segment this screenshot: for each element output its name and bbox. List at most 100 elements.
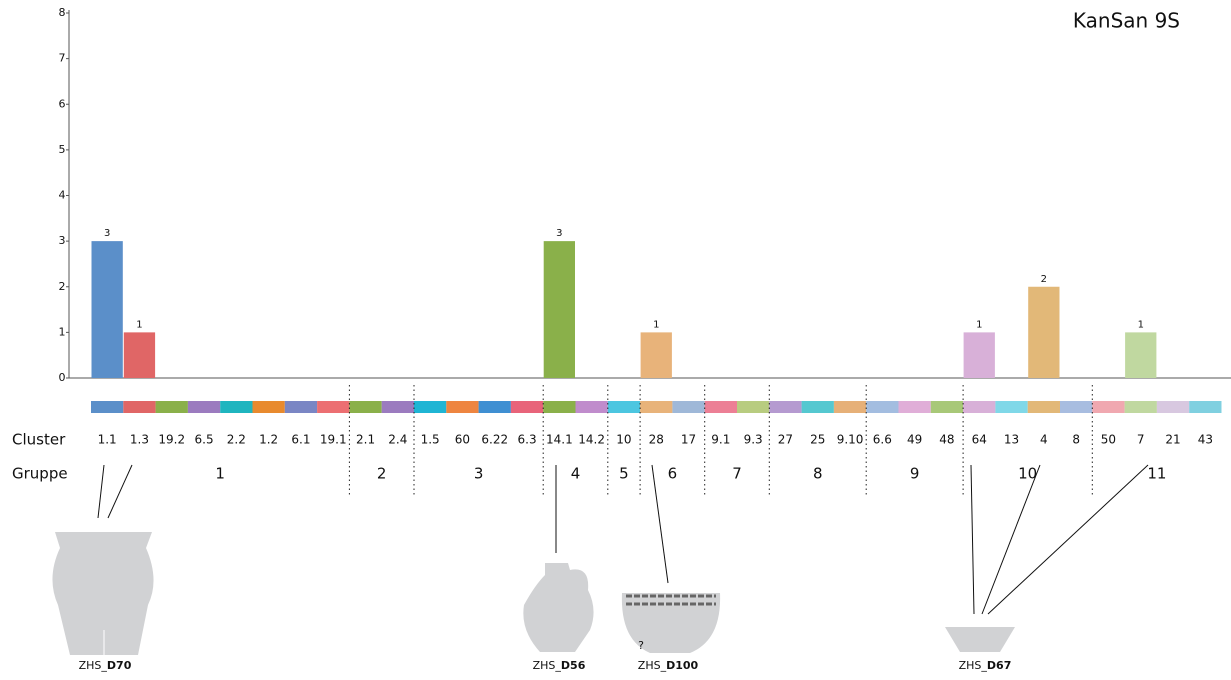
x-tick-label: 21 [1165, 433, 1180, 447]
chart-title: KanSan 9S [1073, 9, 1180, 33]
group-label: 4 [571, 465, 581, 483]
value-label: 3 [556, 228, 562, 239]
color-strip [704, 401, 737, 413]
x-tick-label: 49 [907, 433, 922, 447]
color-strip [672, 401, 705, 413]
color-strip [737, 401, 770, 413]
group-label: 11 [1147, 465, 1166, 483]
x-tick-label: 19.2 [158, 433, 185, 447]
vessel-label: ZHS_D56 [533, 659, 586, 672]
color-strip [640, 401, 673, 413]
group-label: 8 [813, 465, 823, 483]
value-label: 1 [976, 319, 982, 330]
x-tick-label: 6.1 [291, 433, 310, 447]
color-strip [769, 401, 802, 413]
vessel-note: ? [638, 639, 644, 652]
color-strip [220, 401, 253, 413]
bar [91, 241, 123, 378]
connector [97, 464, 105, 519]
color-strip [510, 401, 544, 413]
color-strip [1092, 401, 1125, 413]
color-strip [123, 401, 156, 413]
color-strip [995, 401, 1028, 413]
bar [1125, 332, 1157, 378]
color-strip [607, 401, 641, 413]
vessel-prefix: ZHS_ [533, 659, 562, 672]
vessel-prefix: ZHS_ [638, 659, 667, 672]
vessel-code: D67 [987, 659, 1011, 672]
x-tick-label: 2.2 [227, 433, 246, 447]
vessel-prefix: ZHS_ [959, 659, 988, 672]
x-tick-label: 9.10 [837, 433, 864, 447]
group-label: 10 [1018, 465, 1037, 483]
connector [981, 464, 1041, 615]
row-label: Gruppe [12, 465, 68, 483]
x-tick-label: 6.5 [195, 433, 214, 447]
color-strip [446, 401, 479, 413]
vessel [945, 627, 1015, 652]
x-tick-label: 6.22 [481, 433, 508, 447]
group-label: 9 [910, 465, 920, 483]
vessel [523, 563, 594, 652]
connector [970, 464, 975, 615]
group-label: 5 [619, 465, 629, 483]
x-tick-label: 2.1 [356, 433, 375, 447]
x-tick-label: 48 [939, 433, 954, 447]
group-label: 1 [215, 465, 225, 483]
vessel-code: D100 [666, 659, 698, 672]
x-tick-label: 13 [1004, 433, 1019, 447]
y-tick-label: 2 [59, 280, 66, 293]
x-tick-label: 25 [810, 433, 825, 447]
color-strip [866, 401, 899, 413]
color-strip [349, 401, 382, 413]
x-tick-label: 14.1 [546, 433, 573, 447]
x-tick-label: 17 [681, 433, 696, 447]
x-tick-label: 6.3 [518, 433, 537, 447]
color-strip [284, 401, 318, 413]
y-tick-label: 8 [59, 6, 66, 19]
connector [651, 464, 669, 584]
x-tick-label: 19.1 [320, 433, 347, 447]
x-tick-label: 1.2 [259, 433, 278, 447]
color-strip [478, 401, 511, 413]
y-tick-label: 5 [59, 143, 66, 156]
color-strip [1156, 401, 1190, 413]
color-strip [187, 401, 221, 413]
color-strip [414, 401, 447, 413]
group-label: 7 [732, 465, 742, 483]
color-strip [963, 401, 996, 413]
vessel-label: ZHS_D67 [959, 659, 1012, 672]
x-tick-label: 27 [778, 433, 793, 447]
x-tick-label: 6.6 [873, 433, 892, 447]
connector [107, 464, 133, 519]
color-strip [91, 401, 124, 413]
color-strip [1124, 401, 1157, 413]
row-label: Cluster [12, 431, 66, 449]
color-strip [155, 401, 188, 413]
bar [543, 241, 575, 378]
vessel-code: D56 [561, 659, 586, 672]
color-strip [801, 401, 834, 413]
x-tick-label: 1.1 [98, 433, 117, 447]
color-strip [1189, 401, 1222, 413]
vessel [52, 532, 154, 655]
value-label: 3 [104, 228, 110, 239]
color-strip [543, 401, 576, 413]
color-strip [252, 401, 285, 413]
x-tick-label: 8 [1072, 433, 1080, 447]
value-label: 1 [1138, 319, 1144, 330]
x-tick-label: 60 [455, 433, 470, 447]
value-label: 2 [1041, 274, 1047, 285]
y-tick-label: 0 [59, 371, 66, 384]
group-label: 6 [668, 465, 678, 483]
color-strip [1027, 401, 1060, 413]
bar [640, 332, 672, 378]
group-label: 3 [474, 465, 484, 483]
color-strip [317, 401, 350, 413]
x-tick-label: 1.5 [421, 433, 440, 447]
y-tick-label: 3 [59, 234, 66, 247]
x-tick-label: 50 [1101, 433, 1116, 447]
value-label: 1 [136, 319, 142, 330]
y-tick-label: 6 [59, 97, 66, 110]
